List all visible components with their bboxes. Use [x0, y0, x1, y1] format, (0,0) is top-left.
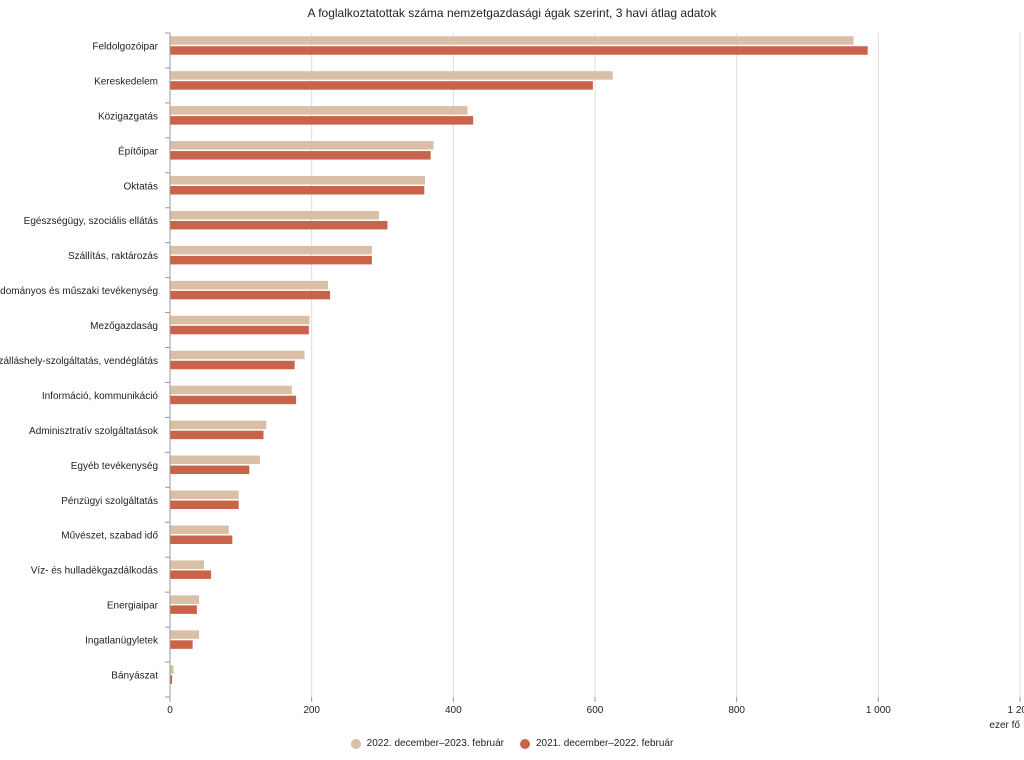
legend-label: 2022. december–2023. február	[366, 738, 504, 749]
legend: 2022. december–2023. február 2021. decem…	[0, 738, 1024, 749]
bar-series-2[interactable]	[170, 151, 431, 160]
x-tick-label: 0	[167, 705, 173, 716]
category-label: Egészségügy, szociális ellátás	[24, 216, 158, 227]
legend-marker-icon	[350, 738, 361, 749]
bar-series-2[interactable]	[170, 675, 173, 684]
category-label: Közigazgatás	[98, 111, 158, 122]
bar-series-2[interactable]	[170, 220, 388, 230]
bar-series-2[interactable]	[170, 290, 331, 300]
legend-label: 2021. december–2022. február	[536, 738, 674, 749]
bar-series-2[interactable]	[170, 116, 474, 125]
category-label: Adminisztratív szolgáltatások	[29, 426, 159, 437]
category-label: Bányászat	[111, 671, 158, 682]
bar-series-1[interactable]	[170, 525, 229, 534]
bar-series-2[interactable]	[170, 186, 425, 195]
bar-series-1[interactable]	[170, 106, 468, 115]
bar-series-2[interactable]	[170, 500, 239, 510]
x-tick-label: 400	[445, 705, 462, 716]
legend-item-series-1[interactable]: 2022. december–2023. február	[350, 738, 504, 749]
bar-series-2[interactable]	[170, 255, 372, 265]
category-label: Mezőgazdaság	[90, 321, 158, 332]
bar-series-1[interactable]	[170, 595, 200, 604]
x-tick-label: 800	[728, 705, 745, 716]
bar-series-1[interactable]	[170, 490, 239, 500]
category-label: Feldolgozóipar	[92, 41, 158, 52]
category-label: Egyéb tevékenység	[71, 461, 158, 472]
bar-series-2[interactable]	[170, 640, 193, 649]
bar-series-2[interactable]	[170, 430, 264, 440]
bar-series-1[interactable]	[170, 245, 372, 255]
legend-marker-icon	[520, 738, 530, 749]
x-axis-unit-label: ezer fő	[989, 720, 1020, 731]
bar-series-2[interactable]	[170, 535, 233, 544]
bar-series-2[interactable]	[170, 465, 250, 475]
bar-series-2[interactable]	[170, 570, 212, 579]
bar-series-2[interactable]	[170, 395, 297, 405]
category-label: Energiaipar	[107, 601, 159, 612]
category-label: Művészet, szabad idő	[61, 531, 158, 542]
gridlines	[311, 33, 1021, 697]
x-tick-label: 1 000	[866, 705, 891, 716]
bar-series-1[interactable]	[170, 455, 260, 465]
legend-item-series-2[interactable]: 2021. december–2022. február	[520, 738, 673, 749]
category-label: Ingatlanügyletek	[85, 636, 159, 647]
bar-series-2[interactable]	[170, 81, 593, 90]
category-label: Oktatás	[124, 181, 158, 192]
bar-series-1[interactable]	[170, 385, 292, 395]
category-label: Kereskedelem	[94, 76, 158, 87]
bar-series-1[interactable]	[170, 71, 613, 80]
bar-series-1[interactable]	[170, 280, 328, 290]
bar-series-1[interactable]	[170, 630, 200, 639]
bar-series-2[interactable]	[170, 325, 309, 335]
bar-series-2[interactable]	[170, 605, 197, 614]
x-tick-label: 1 200	[1007, 705, 1024, 716]
bar-series-2[interactable]	[170, 360, 295, 370]
bar-series-1[interactable]	[170, 665, 174, 674]
category-label: Szálláshely-szolgáltatás, vendéglátás	[0, 356, 158, 367]
x-tick-label: 200	[303, 705, 320, 716]
bar-series-1[interactable]	[170, 36, 854, 45]
bar-series-1[interactable]	[170, 420, 267, 430]
category-label: Tudományos és műszaki tevékenység	[0, 286, 158, 297]
bar-series-1[interactable]	[170, 141, 434, 150]
category-labels: Feldolgozóipar Kereskedelem Közigazgatás Ép…	[0, 32, 170, 698]
category-label: Szállítás, raktározás	[68, 251, 158, 262]
bar-series-1[interactable]	[170, 350, 305, 360]
category-label: Információ, kommunikáció	[42, 391, 159, 402]
category-label: Víz- és hulladékgazdálkodás	[31, 566, 158, 577]
bar-series-1[interactable]	[170, 210, 379, 220]
bars	[170, 36, 868, 684]
bar-series-1[interactable]	[170, 315, 310, 325]
bar-series-1[interactable]	[170, 176, 425, 185]
x-axis-ticks: 0 200 400 600 800 1 000 1 200	[167, 697, 1024, 716]
x-tick-label: 600	[587, 705, 604, 716]
bar-series-1[interactable]	[170, 560, 204, 569]
bar-series-2[interactable]	[170, 46, 868, 55]
category-label: Pénzügyi szolgáltatás	[61, 496, 158, 507]
chart-title: A foglalkoztatottak száma nemzetgazdaság…	[308, 6, 718, 20]
category-label: Építőipar	[118, 144, 159, 157]
